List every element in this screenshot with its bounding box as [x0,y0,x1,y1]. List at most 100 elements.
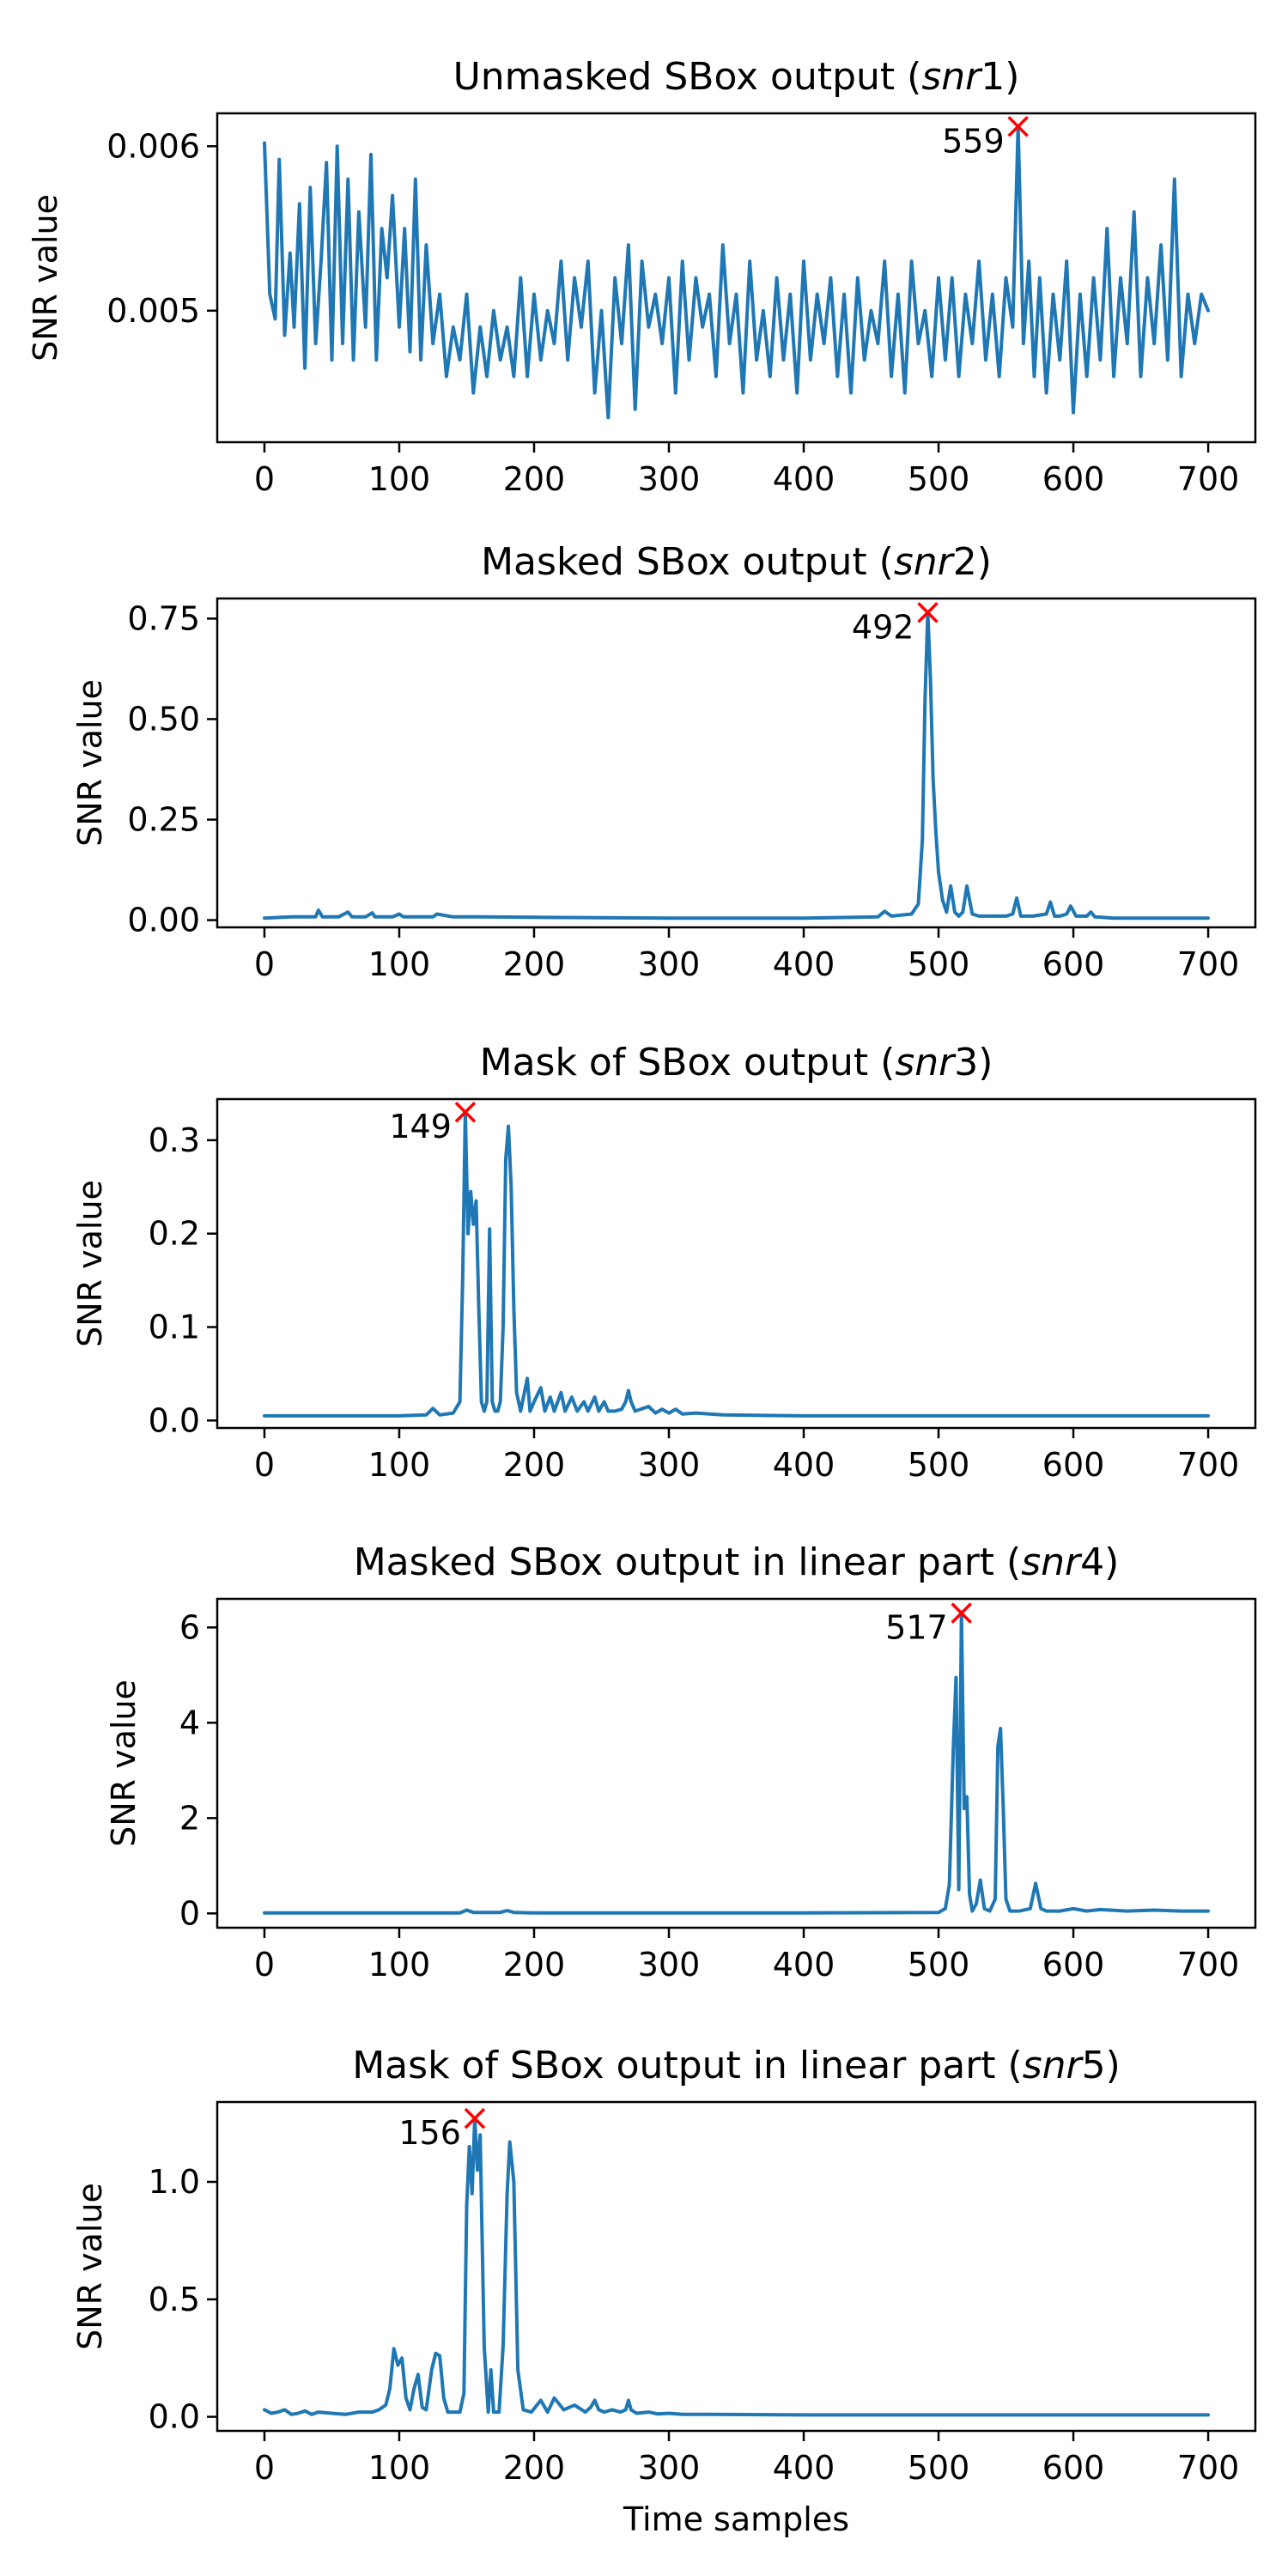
title-variable: snr [895,1041,957,1084]
x-tick-label: 400 [773,1946,835,1984]
y-tick-label: 2 [179,1799,200,1837]
title-variable: snr [1023,2044,1084,2087]
title-prefix: Masked SBox output in linear part ( [354,1540,1022,1584]
x-tick-label: 600 [1042,1446,1105,1484]
title-suffix: 1) [981,55,1019,99]
x-tick-label: 500 [908,460,970,498]
x-tick-label: 700 [1177,460,1240,498]
x-tick-label: 300 [638,2449,701,2487]
x-tick-label: 100 [368,460,431,498]
y-tick-label: 6 [179,1608,200,1646]
subplot-3: Mask of SBox output (snr3) 0 100 200 300 400 5… [71,1041,1257,1484]
x-tick-label: 400 [773,1446,835,1484]
y-tick-label: 0.006 [106,127,200,165]
peak-label: 149 [389,1108,452,1145]
title-variable: snr [1021,1540,1083,1584]
x-tick-label: 300 [638,460,701,498]
y-tick-label: 0.3 [149,1121,200,1159]
series-line [263,1611,1210,1915]
title-prefix: Mask of SBox output in linear part ( [352,2044,1022,2087]
y-tick-label: 0.5 [149,2281,200,2318]
x-tick-label: 300 [638,1446,701,1484]
axes-frame [216,1097,1257,1430]
series-line [263,125,1210,420]
x-tick-label: 0 [254,945,275,983]
subplot-4: Masked SBox output in linear part (snr4)… [105,1540,1257,1984]
peak-marker-stroke [454,1101,477,1123]
peak-marker [464,2107,486,2129]
peak-marker [917,602,939,623]
title-suffix: 4) [1080,1540,1119,1584]
x-tick-label: 600 [1042,2449,1105,2487]
x-tick-label: 700 [1177,1446,1240,1484]
title-prefix: Unmasked SBox output ( [453,55,922,99]
x-tick-label: 700 [1177,2449,1240,2487]
x-tick-label: 700 [1177,1946,1240,1984]
subplot-2: Masked SBox output (snr2) 0 100 200 300 400 50… [71,540,1257,983]
peak-marker-stroke [917,602,939,623]
y-tick-label: 0.0 [149,2398,200,2436]
title-variable: snr [921,55,983,99]
x-tick-label: 500 [908,2449,970,2487]
title-suffix: 2) [953,540,992,584]
axes-frame [216,112,1257,444]
x-tick-label: 200 [503,460,566,498]
peak-marker [454,1101,477,1123]
title-variable: snr [894,540,956,584]
y-tick-label: 1.0 [149,2163,200,2201]
y-tick-label: 0.00 [127,902,200,939]
x-tick-label: 500 [908,1946,970,1984]
x-tick-label: 200 [503,2449,566,2487]
x-tick-label: 600 [1042,1946,1105,1984]
y-axis-label: SNR value [71,1180,109,1347]
x-tick-label: 200 [503,1446,566,1484]
x-tick-label: 0 [254,1946,275,1984]
y-tick-label: 0.0 [149,1401,200,1439]
x-tick-label: 0 [254,460,275,498]
subplot-title: Mask of SBox output in linear part (snr5… [352,2044,1121,2087]
x-tick-label: 600 [1042,460,1105,498]
y-tick-label: 4 [179,1704,200,1741]
x-tick-label: 600 [1042,945,1105,983]
x-tick-label: 400 [773,460,835,498]
x-tick-label: 0 [254,2449,275,2487]
x-tick-label: 500 [908,1446,970,1484]
y-axis-label: SNR value [105,1680,143,1847]
series-line [263,611,1210,920]
x-axis-label: Time samples [623,2500,849,2538]
y-axis-label: SNR value [71,679,109,847]
x-tick-label: 300 [638,945,701,983]
peak-marker-stroke [1007,116,1029,137]
x-tick-label: 200 [503,945,566,983]
y-tick-label: 0.2 [149,1215,200,1253]
peak-label: 492 [852,608,914,646]
y-tick-label: 0.25 [127,801,200,839]
x-tick-label: 400 [773,2449,835,2487]
peak-label: 156 [398,2114,461,2152]
axes-frame [216,2100,1257,2433]
x-tick-label: 200 [503,1946,566,1984]
y-axis-label: SNR value [27,194,64,361]
x-tick-label: 100 [368,945,431,983]
peak-marker [1007,116,1029,137]
x-tick-label: 300 [638,1946,701,1984]
peak-marker-stroke [464,2107,486,2129]
x-tick-label: 500 [908,945,970,983]
subplot-1: Unmasked SBox output (snr1) 0 100 200 300 400… [27,55,1257,498]
peak-label: 517 [885,1609,948,1647]
peak-marker-stroke [951,1602,972,1624]
x-tick-label: 100 [368,2449,431,2487]
subplot-title: Masked SBox output in linear part (snr4) [354,1540,1120,1584]
y-tick-label: 0.50 [127,700,200,738]
peak-marker [951,1602,972,1624]
x-tick-label: 0 [254,1446,275,1484]
title-prefix: Mask of SBox output ( [480,1041,896,1084]
axes-frame [216,1597,1257,1929]
y-tick-label: 0.005 [106,292,200,330]
title-prefix: Masked SBox output ( [481,540,894,584]
series-line [263,1110,1210,1418]
x-tick-label: 100 [368,1446,431,1484]
x-tick-label: 700 [1177,945,1240,983]
y-tick-label: 0.75 [127,599,200,637]
